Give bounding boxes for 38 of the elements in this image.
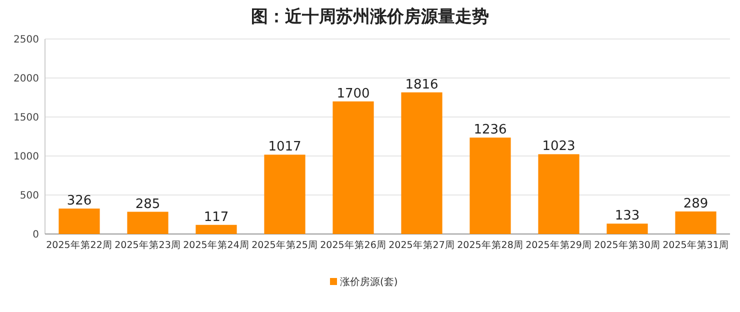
data-label: 1017 (268, 140, 302, 155)
bar (332, 101, 374, 234)
x-tick-label: 2025年第23周 (114, 239, 181, 251)
x-tick-label: 2025年第25周 (252, 239, 318, 251)
bar (606, 224, 648, 234)
data-label: 285 (135, 196, 160, 212)
y-tick-label: 1000 (14, 152, 39, 162)
y-tick-label: 1500 (14, 112, 39, 124)
bar (675, 211, 716, 234)
y-tick-label: 0 (32, 230, 39, 240)
bar (127, 212, 168, 234)
y-tick-label: 2000 (14, 74, 39, 84)
x-tick-label: 2025年第24周 (183, 239, 250, 251)
data-label: 326 (66, 194, 92, 209)
bar (538, 154, 580, 234)
x-tick-label: 2025年第22周 (46, 239, 112, 251)
x-tick-label: 2025年第26周 (320, 239, 386, 251)
bar (196, 224, 237, 234)
x-tick-label: 2025年第28周 (457, 239, 524, 251)
bar (58, 208, 100, 234)
legend-label: 涨价房源(套) (340, 276, 398, 288)
x-tick-label: 2025年第27周 (388, 239, 455, 251)
x-tick-label: 2025年第31周 (662, 239, 729, 251)
data-label: 1023 (542, 139, 576, 154)
bar (264, 154, 306, 234)
data-label: 289 (683, 196, 708, 212)
data-label: 1816 (405, 77, 438, 92)
bar (401, 92, 442, 234)
bar (470, 138, 511, 234)
data-label: 1700 (336, 86, 370, 102)
data-label: 117 (204, 210, 229, 225)
data-label: 133 (614, 208, 640, 224)
y-tick-label: 2500 (14, 34, 39, 46)
chart-title: 图：近十周苏州涨价房源量走势 (251, 7, 489, 27)
x-tick-label: 2025年第30周 (594, 239, 660, 251)
y-tick-label: 500 (20, 190, 39, 202)
x-tick-label: 2025年第29周 (526, 239, 592, 251)
data-label: 1236 (474, 122, 507, 138)
